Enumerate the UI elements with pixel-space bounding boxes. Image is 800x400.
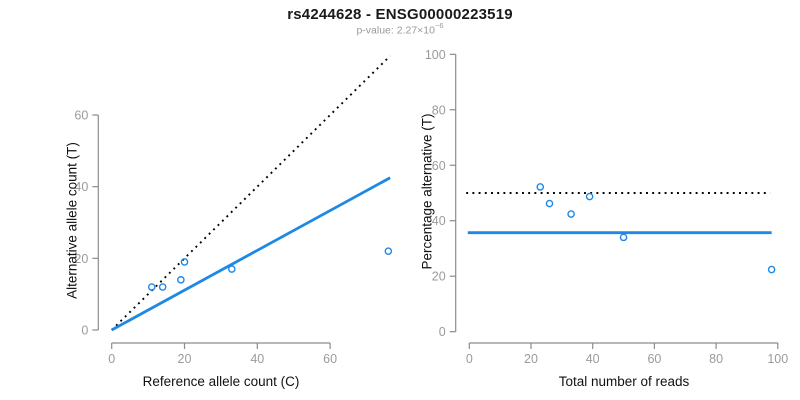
right-plot-y-axis-title: Percentage alternative (T): [419, 113, 435, 270]
right-plot-x-axis-title: Total number of reads: [558, 374, 690, 389]
x-tick-label: 0: [108, 352, 115, 366]
regression-line: [111, 176, 391, 332]
data-point: [536, 183, 545, 191]
x-tick-label: 0: [466, 352, 473, 366]
x-tick-label: 60: [647, 352, 661, 366]
x-tick-label: 20: [178, 352, 192, 366]
left-plot-y-axis-title: Alternative allele count (T): [64, 142, 80, 299]
x-tick-label: 20: [524, 352, 538, 366]
p-value-text: p-value: 2.27×10: [356, 24, 435, 37]
y-tick-label: 40: [432, 214, 446, 228]
x-tick-label: 40: [250, 352, 264, 366]
y-tick-label: 60: [432, 159, 446, 173]
plot-title: rs4244628 - ENSG00000223519: [287, 6, 513, 23]
y-tick-label: 60: [74, 109, 88, 123]
x-tick-label: 80: [709, 352, 723, 366]
plot-panel-percentage-alternative: 0 20 40 60 80 100 0 20 40 60 80 100: [425, 48, 788, 366]
y-tick-label: 20: [432, 270, 446, 284]
data-point: [228, 265, 236, 273]
p-value-exponent: −6: [434, 21, 444, 30]
y-tick-label: 0: [439, 325, 446, 339]
y-tick-label: 20: [74, 252, 88, 266]
x-tick-label: 100: [767, 352, 788, 366]
data-point: [585, 192, 594, 201]
p-value-label: p-value: 2.27×10−6: [0, 21, 800, 37]
data-point: [619, 233, 628, 242]
plot-panel-allele-counts: 0 20 40 60 0 20 40 60: [74, 55, 393, 366]
y-tick-label: 100: [425, 48, 446, 62]
data-point: [767, 265, 776, 274]
data-point: [158, 283, 167, 291]
x-tick-label: 40: [586, 352, 600, 366]
y-tick-label: 0: [81, 324, 88, 338]
data-point: [177, 276, 185, 284]
data-point: [147, 283, 156, 291]
y-tick-label: 40: [74, 180, 88, 194]
data-point: [567, 210, 575, 218]
data-point: [384, 247, 393, 255]
x-tick-label: 60: [323, 352, 337, 366]
left-plot-x-axis-title: Reference allele count (C): [142, 374, 300, 389]
data-point: [545, 199, 554, 208]
y-tick-label: 80: [432, 103, 446, 117]
data-point: [180, 258, 189, 266]
